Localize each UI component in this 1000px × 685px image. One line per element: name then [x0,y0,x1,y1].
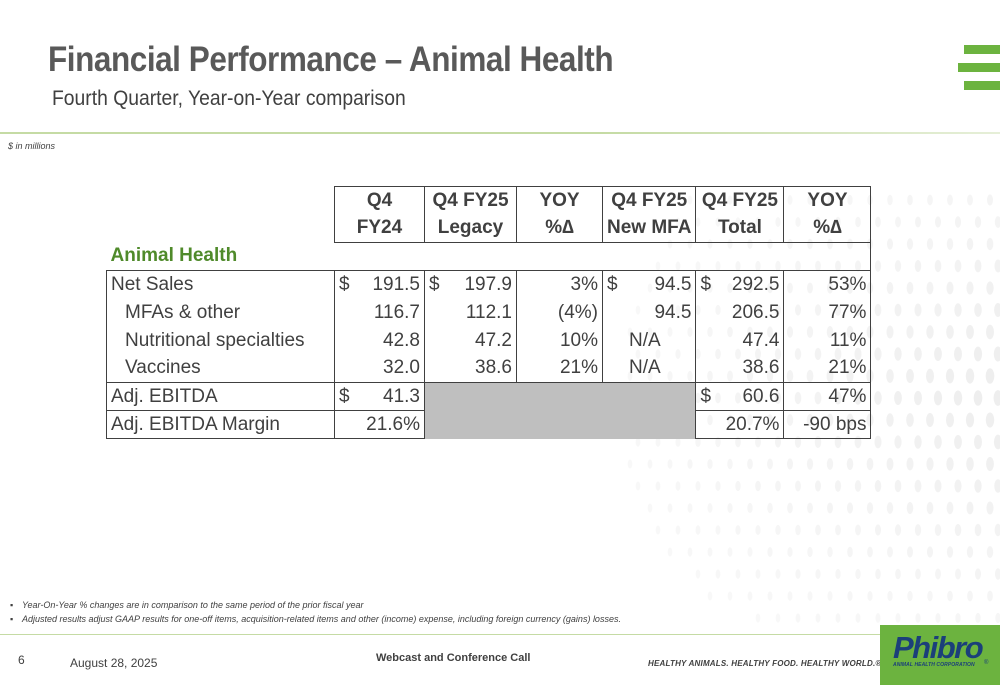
col-header-legacy-line2: Legacy [424,214,517,243]
col-header-q4fy24-line1: Q4 [334,186,425,215]
cell-yoy1: 21% [516,354,603,383]
col-header-total-line1: Q4 FY25 [695,186,785,215]
col-header-yoy1-line2: %∆ [516,214,603,243]
cell-legacy: 38.6 [424,354,517,383]
col-header-q4fy24-line2: FY24 [334,214,425,243]
table-row-net-sales: Net Sales $191.5 $197.9 3% $94.5 $292.5 … [106,270,872,299]
cell-newmfa: N/A [602,326,697,355]
footer-divider [0,634,880,635]
cell-newmfa: 94.5 [654,273,692,295]
footer-event: Webcast and Conference Call [376,652,531,664]
cell-legacy: 112.1 [424,298,517,327]
company-logo: Phibro [893,630,984,665]
footnote-text: Adjusted results adjust GAAP results for… [22,614,621,624]
cell-total: 38.6 [695,354,785,383]
currency-symbol: $ [700,273,712,295]
table-row-nutritional-specialties: Nutritional specialties 42.8 47.2 10% N/… [106,326,872,355]
col-header-legacy-line1: Q4 FY25 [424,186,517,215]
table-row-adj-ebitda-margin: Adj. EBITDA Margin 21.6% 20.7% -90 bps [106,410,872,439]
cell-yoy2: 47% [783,382,872,411]
page-subtitle: Fourth Quarter, Year-on-Year comparison [52,87,406,110]
logo-background [880,625,1000,685]
bullet-icon: ▪ [10,614,14,624]
section-label-animal-health: Animal Health [106,242,335,271]
cell-q4fy24: 116.7 [334,298,425,327]
currency-symbol: $ [339,385,350,407]
currency-symbol: $ [339,273,350,295]
cell-legacy: 197.9 [464,273,512,295]
currency-symbol: $ [607,273,618,295]
cell-q4fy24: 41.3 [383,385,420,407]
row-label: Nutritional specialties [106,326,335,355]
col-header-total-line2: Total [695,214,785,243]
registered-mark: ® [984,660,989,666]
cell-total: 20.7% [695,410,785,439]
footnote-item: ▪ Adjusted results adjust GAAP results fo… [10,614,621,624]
table-row-adj-ebitda: Adj. EBITDA $41.3 $60.6 47% [106,382,872,439]
cell-yoy2: 77% [783,298,872,327]
cell-q4fy24: 42.8 [334,326,425,355]
cell-q4fy24: 32.0 [334,354,425,383]
footer-tagline: HEALTHY ANIMALS. HEALTHY FOOD. HEALTHY W… [648,659,882,668]
col-header-yoy2-line1: YOY [783,186,872,215]
not-applicable-shaded-block [424,382,696,439]
col-header-newmfa-line1: Q4 FY25 [602,186,697,215]
col-header-yoy2-line2: %∆ [783,214,872,243]
cell-yoy2: 11% [783,326,872,355]
cell-total: 47.4 [695,326,785,355]
col-header-newmfa-line2: New MFA [602,214,697,243]
table-row-vaccines: Vaccines 32.0 38.6 21% N/A 38.6 21% [106,354,872,383]
page-number: 6 [18,653,25,667]
menu-bars-icon [958,45,1000,91]
cell-yoy1: 3% [516,270,603,299]
row-label: Adj. EBITDA [106,382,335,411]
cell-q4fy24: 21.6% [334,410,425,439]
cell-total: 206.5 [695,298,785,327]
units-note: $ in millions [8,141,56,151]
cell-newmfa: 94.5 [602,298,697,327]
cell-yoy2: 21% [783,354,872,383]
cell-yoy2: -90 bps [783,410,872,439]
cell-newmfa: N/A [602,354,697,383]
row-label: Adj. EBITDA Margin [106,410,335,439]
company-logo-subtitle: ANIMAL HEALTH CORPORATION [893,662,975,668]
col-header-yoy1-line1: YOY [516,186,603,215]
cell-total: 60.6 [742,385,780,407]
currency-symbol: $ [700,385,712,407]
footer-date: August 28, 2025 [70,656,158,670]
financial-table: Q4 Q4 FY25 YOY Q4 FY25 Q4 FY25 YOY FY24 … [106,186,872,439]
cell-legacy: 47.2 [424,326,517,355]
footnotes: ▪ Year-On-Year % changes are in compariso… [10,600,621,628]
currency-symbol: $ [429,273,440,295]
cell-yoy2: 53% [783,270,872,299]
footnote-item: ▪ Year-On-Year % changes are in compariso… [10,600,621,610]
cell-yoy1: (4%) [516,298,603,327]
row-label: Net Sales [106,270,335,299]
table-row-mfas-other: MFAs & other 116.7 112.1 (4%) 94.5 206.5… [106,298,872,327]
row-label: Vaccines [106,354,335,383]
cell-q4fy24: 191.5 [372,273,420,295]
title-divider [0,132,1000,134]
page-title: Financial Performance – Animal Health [48,40,614,79]
footnote-text: Year-On-Year % changes are in comparison… [22,600,364,610]
bullet-icon: ▪ [10,600,14,610]
cell-total: 292.5 [731,273,780,295]
cell-yoy1: 10% [516,326,603,355]
row-label: MFAs & other [106,298,335,327]
